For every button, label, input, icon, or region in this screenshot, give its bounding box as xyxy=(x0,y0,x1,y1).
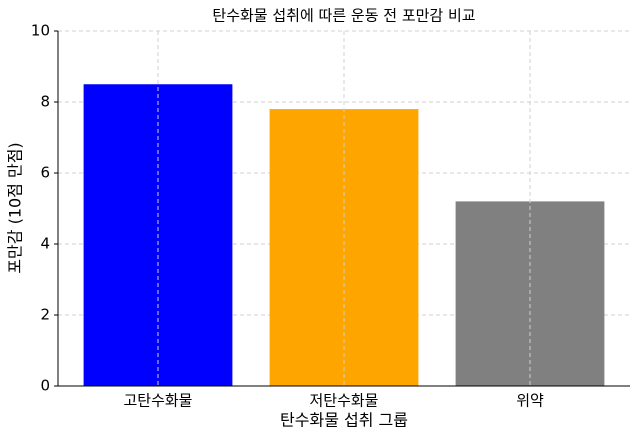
y-tick-label: 6 xyxy=(40,164,50,182)
x-tick-label: 위약 xyxy=(516,392,544,410)
y-tick-label: 10 xyxy=(31,22,50,40)
y-axis-label: 포만감 (10점 만점) xyxy=(6,142,25,273)
x-axis-label: 탄수화물 섭취 그룹 xyxy=(280,411,408,430)
y-tick-label: 4 xyxy=(40,235,50,253)
y-tick-label: 8 xyxy=(40,93,50,111)
y-tick-label: 0 xyxy=(40,377,50,395)
x-tick-label: 고탄수화물 xyxy=(123,392,192,410)
chart-title: 탄수화물 섭취에 따른 운동 전 포만감 비교 xyxy=(212,7,475,25)
y-tick-label: 2 xyxy=(40,306,50,324)
x-tick-label: 저탄수화물 xyxy=(309,392,378,410)
